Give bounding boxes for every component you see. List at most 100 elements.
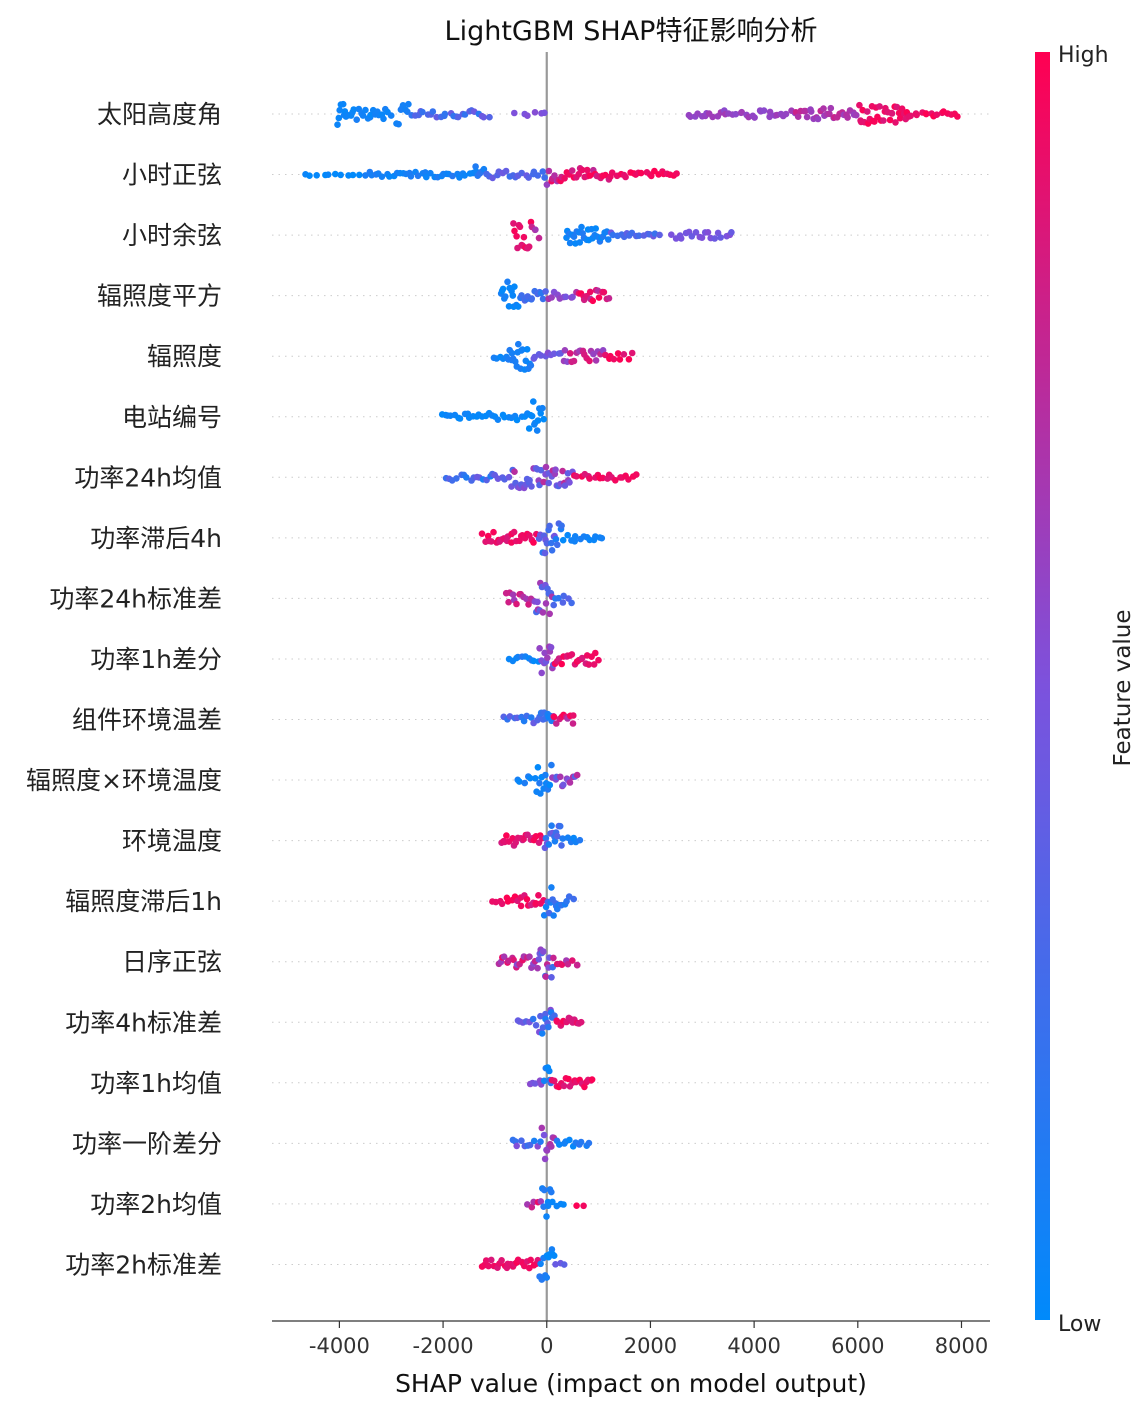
- shap-point: [526, 774, 534, 782]
- shap-point: [548, 761, 555, 769]
- shap-point: [880, 117, 887, 124]
- x-tick-label: -2000: [413, 1334, 474, 1358]
- shap-point: [324, 171, 332, 178]
- shap-point: [556, 822, 564, 830]
- shap-point: [586, 475, 593, 482]
- shap-point: [802, 107, 809, 115]
- shap-point: [610, 355, 618, 363]
- shap-point: [568, 599, 575, 607]
- shap-point: [560, 592, 567, 600]
- shap-point: [625, 356, 633, 363]
- shap-point: [548, 884, 555, 891]
- shap-point: [544, 654, 551, 662]
- shap-point: [395, 120, 402, 128]
- shap-point: [488, 538, 495, 545]
- feature-label: 辐照度×环境温度: [26, 766, 222, 795]
- shap-point: [488, 1256, 495, 1264]
- shap-point: [566, 350, 574, 357]
- shap-point: [550, 912, 557, 919]
- shap-point: [864, 108, 871, 115]
- shap-point: [523, 595, 530, 603]
- shap-point: [528, 714, 535, 721]
- shap-point: [559, 536, 567, 544]
- shap-point: [528, 483, 535, 490]
- shap-point: [511, 109, 518, 117]
- x-tick-label: 4000: [727, 1334, 780, 1358]
- shap-point: [502, 293, 509, 300]
- shap-point: [548, 1188, 555, 1196]
- shap-point: [545, 479, 552, 487]
- shap-point: [526, 476, 533, 484]
- shap-point: [538, 1030, 546, 1037]
- shap-point: [568, 167, 576, 174]
- shap-point: [454, 113, 462, 121]
- shap-point: [564, 960, 572, 968]
- shap-point: [541, 649, 548, 657]
- shap-point: [429, 108, 437, 115]
- shap-point: [628, 349, 636, 357]
- shap-point: [677, 235, 685, 242]
- x-tick-label: 6000: [831, 1334, 884, 1358]
- shap-point: [542, 771, 549, 779]
- shap-point: [525, 243, 533, 250]
- shap-point: [635, 232, 643, 239]
- shap-point: [620, 351, 628, 358]
- shap-point: [516, 223, 524, 231]
- colorbar-title: Feature value: [1110, 609, 1136, 766]
- shap-point: [536, 779, 543, 787]
- shap-point: [886, 116, 894, 124]
- shap-point: [526, 1141, 534, 1149]
- shap-point: [532, 900, 540, 907]
- shap-point: [550, 1252, 558, 1259]
- shap-point: [570, 233, 578, 240]
- shap-point: [547, 644, 555, 651]
- shap-point: [590, 661, 598, 668]
- shap-point: [387, 112, 395, 119]
- shap-point: [540, 415, 547, 423]
- shap-point: [698, 234, 706, 241]
- shap-point: [592, 357, 600, 364]
- shap-point: [536, 645, 543, 652]
- shap-point: [585, 661, 593, 668]
- shap-point: [529, 1015, 537, 1023]
- shap-point: [546, 522, 553, 530]
- shap-point: [378, 173, 386, 180]
- shap-point: [579, 166, 586, 174]
- shap-point: [803, 113, 811, 121]
- shap-point: [557, 773, 564, 781]
- shap-point: [518, 1137, 525, 1144]
- shap-point: [517, 902, 525, 910]
- shap-point: [519, 346, 526, 353]
- shap-point: [598, 534, 606, 542]
- shap-point: [490, 528, 497, 536]
- shap-point: [569, 720, 577, 727]
- shap-point: [539, 1024, 547, 1031]
- feature-label: 辐照度: [147, 342, 222, 371]
- x-tick-label: -4000: [309, 1334, 370, 1358]
- feature-label: 小时正弦: [122, 161, 222, 190]
- shap-point: [704, 229, 712, 236]
- shap-point: [537, 1260, 544, 1268]
- shap-point: [537, 1012, 544, 1020]
- shap-point: [334, 121, 341, 128]
- shap-point: [913, 111, 920, 119]
- shap-point: [523, 346, 531, 353]
- x-tick-label: 0: [540, 1334, 553, 1358]
- shap-point: [356, 171, 363, 179]
- feature-label: 功率一阶差分: [72, 1129, 222, 1158]
- shap-point: [542, 288, 549, 295]
- shap-point: [687, 113, 694, 120]
- shap-point: [528, 1203, 536, 1211]
- shap-point: [738, 108, 745, 116]
- shap-point: [480, 113, 488, 121]
- shap-point: [578, 654, 586, 662]
- shap-point: [539, 168, 547, 175]
- shap-point: [896, 114, 904, 122]
- shap-point: [525, 174, 532, 181]
- shap-point: [550, 601, 557, 609]
- shap-point: [573, 473, 580, 480]
- shap-point: [561, 175, 568, 182]
- shap-point: [511, 227, 518, 235]
- shap-point: [807, 108, 815, 115]
- shap-point: [498, 900, 506, 908]
